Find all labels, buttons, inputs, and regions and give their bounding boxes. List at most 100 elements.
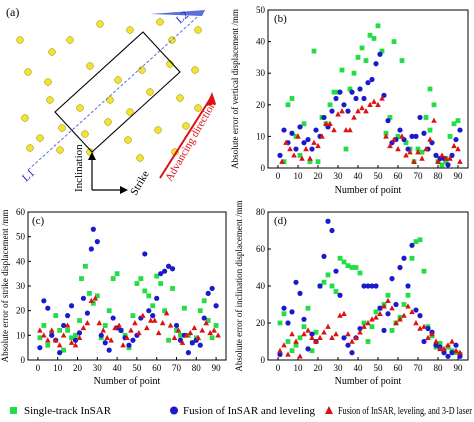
x-tick-label: 90 bbox=[212, 363, 222, 373]
data-point-fusion-leveling bbox=[309, 331, 315, 337]
data-point-single-track bbox=[339, 67, 345, 73]
data-point-fusion-leveling bbox=[329, 108, 335, 114]
data-point-fusion-leveling bbox=[421, 338, 427, 345]
data-point-single-track bbox=[327, 102, 333, 108]
data-point-fusion-laser bbox=[457, 158, 463, 164]
data-point-single-track bbox=[353, 265, 359, 270]
data-point-fusion-laser bbox=[159, 320, 166, 326]
data-point-single-track bbox=[209, 335, 215, 341]
data-point-fusion-laser bbox=[277, 347, 283, 353]
data-point-fusion-leveling bbox=[165, 263, 172, 269]
data-point-fusion-leveling bbox=[84, 310, 90, 316]
data-point-single-track bbox=[150, 303, 156, 309]
data-point-fusion-laser bbox=[447, 155, 453, 161]
axis-ticks: 0 10 20 30 40 50 60 70 80 90 0 10 20 30 40 50 bbox=[256, 5, 463, 181]
data-point-fusion-leveling bbox=[377, 51, 383, 57]
data-point-single-track bbox=[391, 39, 397, 44]
data-point-single-track bbox=[369, 324, 375, 330]
x-tick-label: 60 bbox=[394, 363, 404, 373]
data-point-fusion-laser bbox=[395, 146, 401, 152]
legend-label-fusion-laser: Fusion of InSAR, leveling, and 3-D laser bbox=[338, 405, 472, 417]
measurement-point bbox=[86, 62, 94, 70]
data-point-fusion-leveling bbox=[449, 350, 455, 356]
data-point-fusion-leveling bbox=[369, 283, 375, 289]
data-point-single-track bbox=[347, 86, 353, 92]
data-point-fusion-leveling bbox=[349, 89, 355, 95]
data-point-fusion-leveling bbox=[313, 127, 319, 133]
data-point-fusion-laser bbox=[335, 111, 341, 117]
data-point-single-track bbox=[285, 102, 291, 108]
measurement-point bbox=[146, 88, 154, 96]
data-point-fusion-leveling bbox=[445, 162, 451, 168]
x-tick-label: 80 bbox=[434, 171, 444, 181]
data-point-fusion-laser bbox=[393, 320, 399, 326]
data-point-fusion-laser bbox=[80, 324, 87, 331]
data-point-fusion-laser bbox=[307, 155, 313, 161]
data-point-fusion-leveling bbox=[449, 152, 455, 158]
data-point-fusion-leveling bbox=[397, 264, 403, 271]
legend: Single-track InSAR Fusion of InSAR and l… bbox=[10, 405, 472, 417]
line-label-l1: L1 bbox=[20, 167, 37, 184]
data-point-single-track bbox=[297, 335, 303, 341]
data-point-fusion-leveling bbox=[453, 342, 459, 348]
data-point-fusion-laser bbox=[155, 329, 162, 336]
legend-marker-circle bbox=[170, 406, 178, 415]
panel-d-chart: (d) 0 10 20 30 40 50 60 70 80 90 0 20 40 60 80 Number … bbox=[234, 200, 469, 387]
data-point-fusion-laser bbox=[403, 152, 409, 158]
data-point-fusion-leveling bbox=[433, 152, 439, 158]
data-point-fusion-laser bbox=[423, 146, 429, 152]
data-point-fusion-laser bbox=[435, 158, 441, 164]
data-point-single-track bbox=[301, 324, 307, 330]
data-point-fusion-leveling bbox=[61, 322, 67, 329]
data-point-fusion-leveling bbox=[130, 337, 136, 343]
data-point-single-track bbox=[83, 263, 88, 269]
data-marks bbox=[277, 218, 463, 359]
data-point-fusion-laser bbox=[363, 108, 369, 114]
y-tick-label: 20 bbox=[256, 100, 266, 110]
data-point-single-track bbox=[174, 328, 179, 333]
x-tick-label: 0 bbox=[36, 363, 41, 373]
data-point-single-track bbox=[86, 291, 92, 296]
data-point-single-track bbox=[138, 276, 144, 281]
x-tick-label: 30 bbox=[334, 171, 344, 181]
x-tick-label: 40 bbox=[113, 363, 123, 373]
data-point-fusion-laser bbox=[179, 339, 186, 345]
data-point-fusion-laser bbox=[191, 324, 198, 331]
data-point-fusion-leveling bbox=[185, 350, 191, 356]
data-point-fusion-laser bbox=[211, 327, 217, 333]
data-point-fusion-laser bbox=[128, 327, 134, 333]
data-point-fusion-laser bbox=[361, 323, 367, 329]
legend-marker-triangle bbox=[325, 406, 333, 414]
data-point-single-track bbox=[437, 340, 443, 346]
data-point-fusion-laser bbox=[437, 345, 443, 352]
panel-d-label: (d) bbox=[274, 215, 287, 227]
data-point-fusion-leveling bbox=[317, 283, 323, 289]
data-point-fusion-leveling bbox=[201, 315, 207, 321]
data-point-single-track bbox=[365, 339, 371, 344]
data-point-single-track bbox=[313, 329, 319, 335]
data-point-single-track bbox=[451, 121, 457, 127]
data-point-single-track bbox=[37, 335, 43, 341]
y-axis-title: Absolute error of inclination displaceme… bbox=[234, 200, 244, 371]
data-point-fusion-laser bbox=[449, 338, 455, 344]
data-point-single-track bbox=[401, 302, 407, 307]
data-point-single-track bbox=[379, 48, 385, 54]
data-point-fusion-laser bbox=[167, 322, 174, 328]
y-tick-label: 10 bbox=[16, 330, 26, 340]
data-point-fusion-leveling bbox=[90, 226, 96, 232]
x-tick-label: 40 bbox=[354, 363, 364, 373]
data-point-single-track bbox=[447, 134, 453, 139]
legend-label-single-track: Single-track InSAR bbox=[24, 405, 112, 417]
x-tick-label: 90 bbox=[454, 363, 464, 373]
measurement-point bbox=[66, 36, 74, 44]
data-point-single-track bbox=[311, 48, 317, 54]
data-point-fusion-leveling bbox=[281, 127, 287, 133]
data-point-fusion-laser bbox=[183, 332, 190, 338]
data-point-fusion-leveling bbox=[425, 325, 431, 332]
data-point-fusion-leveling bbox=[389, 276, 395, 282]
data-point-fusion-leveling bbox=[393, 301, 399, 308]
data-point-fusion-laser bbox=[409, 308, 415, 315]
data-point-fusion-laser bbox=[455, 146, 461, 152]
data-point-fusion-laser bbox=[323, 120, 329, 126]
panel-a-label: (a) bbox=[6, 5, 19, 19]
